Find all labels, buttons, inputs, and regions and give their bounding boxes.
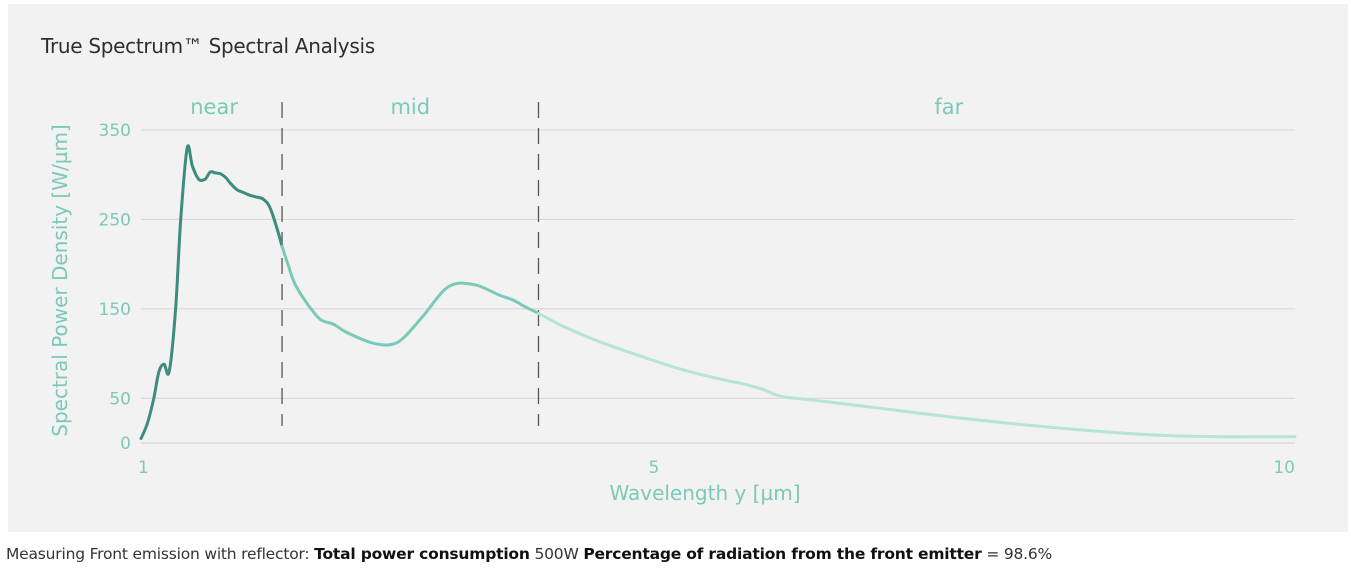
curve-far: [537, 311, 1297, 439]
caption: Measuring Front emission with reflector:…: [6, 545, 1052, 563]
chart-title: True Spectrum™ Spectral Analysis: [41, 34, 375, 58]
caption-label-power: Total power consumption: [314, 545, 530, 563]
caption-prefix: Measuring Front emission with reflector:: [6, 545, 310, 563]
y-tick-label-50: 50: [109, 389, 131, 409]
caption-value-power: 500W: [534, 545, 579, 563]
x-tick-label-10: 10: [1273, 458, 1295, 478]
region-label-far: far: [934, 95, 963, 119]
caption-value-percentage: = 98.6%: [986, 545, 1053, 563]
x-tick-label-5: 5: [648, 458, 659, 478]
y-tick-label-250: 250: [99, 210, 131, 230]
region-label-mid: mid: [390, 95, 430, 119]
region-label-near: near: [190, 95, 238, 119]
y-axis-label: Spectral Power Density [W/µm]: [48, 124, 72, 436]
caption-label-percentage: Percentage of radiation from the front e…: [583, 545, 982, 563]
curve-near: [139, 144, 284, 440]
y-tick-label-150: 150: [99, 300, 131, 320]
chart-panel: [8, 4, 1348, 532]
spectral-chart: 0 50 150 250 350 1 5 10 Wavelength y [µm] Spectra…: [48, 95, 1297, 505]
x-tick-label-1: 1: [138, 458, 149, 478]
y-tick-label-0: 0: [120, 434, 131, 454]
y-tick-label-350: 350: [99, 121, 131, 141]
curve-mid: [280, 244, 540, 347]
x-axis-label: Wavelength y [µm]: [609, 481, 800, 505]
